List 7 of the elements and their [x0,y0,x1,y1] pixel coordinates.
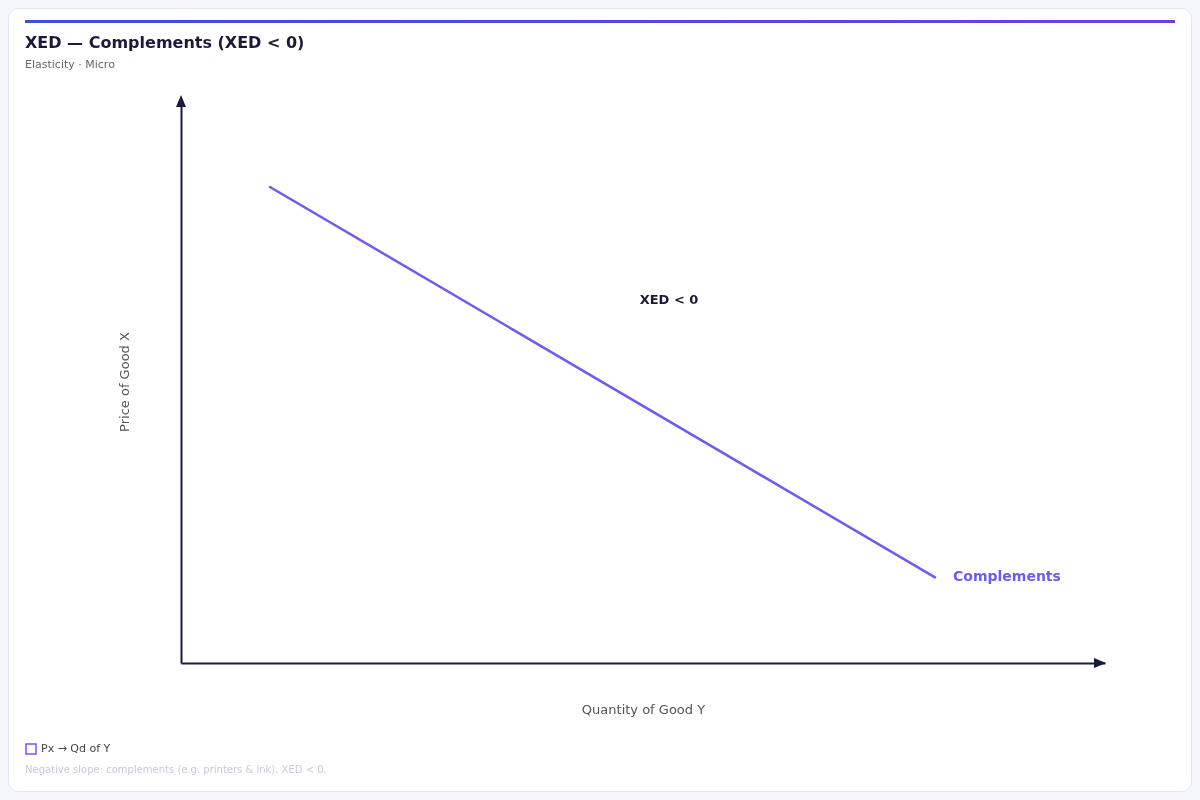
chart-title: XED — Complements (XED < 0) [25,33,305,52]
annotation: Complements [953,568,1061,585]
y-axis-title: Price of Good X [116,332,132,432]
x-axis-title: Quantity of Good Y [581,701,706,717]
text: Elasticity · Micro [25,58,115,71]
legend-label: Px → Qd of Y [41,742,111,755]
annotation: XED < 0 [639,292,699,307]
